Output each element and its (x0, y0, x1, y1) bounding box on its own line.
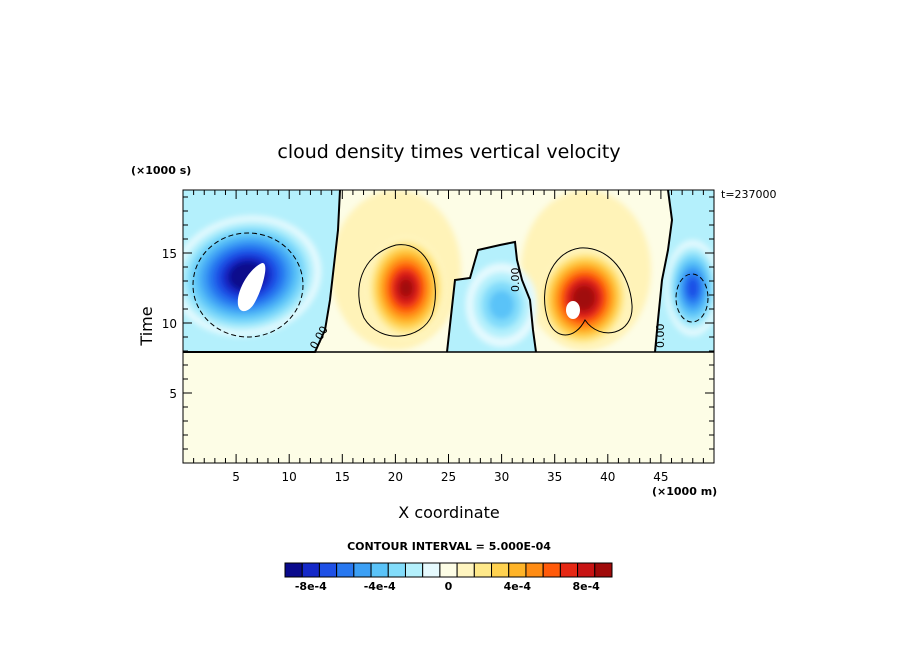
colorbar-swatch (404, 562, 424, 578)
colorbar-tick-label: -8e-4 (295, 580, 327, 593)
colorbar-swatch (301, 562, 320, 578)
contour-interval-label: CONTOUR INTERVAL = 5.000E-04 (347, 540, 551, 553)
tick-layer: 5 10 15 20 25 30 35 40 45 5 10 15 (162, 190, 714, 484)
y-tick-label: 10 (162, 317, 177, 331)
colorbar-swatch (284, 562, 303, 578)
colorbar-swatch (491, 562, 510, 578)
colorbar: -8e-4 -4e-4 0 4e-4 8e-4 (284, 562, 613, 593)
positive-contour-2 (544, 247, 633, 336)
colorbar-swatch (422, 562, 441, 578)
x-tick-label: 40 (600, 470, 615, 484)
x-axis-title: X coordinate (398, 503, 499, 522)
negative-contour-2 (675, 273, 709, 323)
field-layer: 0.00 0.00 0.00 (183, 190, 714, 463)
colorbar-swatch (542, 562, 561, 578)
updraft-1-level-9 (399, 279, 413, 297)
x-units-label: (×1000 m) (652, 485, 717, 498)
missing-data-patch-1 (237, 262, 266, 312)
colorbar-swatch (508, 562, 527, 578)
updraft-1 (366, 236, 447, 340)
zero-contour-label-3: 0.00 (654, 324, 667, 349)
x-tick-label: 35 (547, 470, 562, 484)
zero-contour-label-2: 0.00 (509, 268, 522, 293)
time-stamp-label: t=237000 (721, 188, 777, 201)
x-tick-label: 5 (232, 470, 240, 484)
colorbar-swatch (525, 562, 544, 578)
feature-layer (183, 215, 714, 349)
zero-contour-2 (446, 240, 537, 353)
colorbar-swatch (439, 562, 458, 578)
zero-contour-3 (654, 190, 674, 353)
colorbar-swatch (473, 562, 493, 578)
y-tick-label: 5 (169, 387, 177, 401)
chart-title: cloud density times vertical velocity (277, 141, 620, 163)
colorbar-swatch (318, 562, 338, 578)
x-tick-label: 10 (282, 470, 297, 484)
x-tick-label: 20 (388, 470, 403, 484)
colorbar-swatch (353, 562, 372, 578)
downdraft-2-level-4 (489, 290, 515, 320)
missing-data-patch-2 (566, 301, 580, 319)
x-tick-label: 25 (441, 470, 456, 484)
colorbar-tick-label: -4e-4 (364, 580, 396, 593)
updraft-2-level-10 (577, 290, 591, 306)
x-tick-label: 15 (335, 470, 350, 484)
colorbar-tick-label: 8e-4 (573, 580, 601, 593)
y-units-label: (×1000 s) (131, 164, 191, 177)
y-tick-label: 15 (162, 247, 177, 261)
x-tick-label: 45 (653, 470, 668, 484)
colorbar-swatch (456, 562, 475, 578)
colorbar-tick-label: 0 (445, 580, 453, 593)
colorbar-tick-label: 4e-4 (504, 580, 532, 593)
x-tick-label: 30 (494, 470, 509, 484)
downdraft-2 (465, 263, 538, 347)
negative-contour-1 (192, 232, 304, 338)
colorbar-swatch (594, 562, 613, 578)
colorbar-swatch (370, 562, 389, 578)
downdraft-1 (183, 215, 322, 337)
colorbar-swatch (336, 562, 355, 578)
downdraft-3-level-7 (686, 277, 699, 299)
y-axis-title: Time (137, 306, 156, 346)
positive-contour-1 (358, 244, 436, 337)
colorbar-swatch (577, 562, 596, 578)
colorbar-swatch (559, 562, 579, 578)
colorbar-swatch (387, 562, 406, 578)
downdraft-3 (664, 240, 714, 336)
